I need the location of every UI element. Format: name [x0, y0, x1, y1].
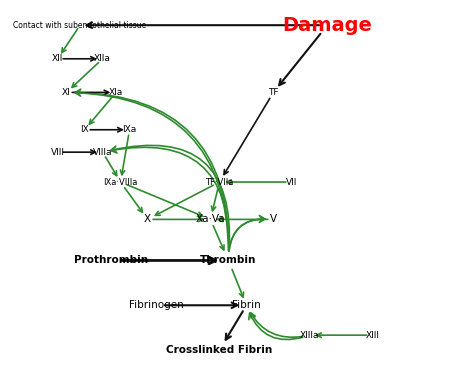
FancyArrowPatch shape — [229, 216, 265, 251]
Text: IX: IX — [80, 125, 89, 134]
Text: IXa: IXa — [122, 125, 137, 134]
Text: TF: TF — [268, 88, 279, 97]
Text: XII: XII — [52, 54, 64, 63]
Text: XIIIa: XIIIa — [300, 330, 319, 340]
Text: XIa: XIa — [109, 88, 123, 97]
Text: Crosslinked Fibrin: Crosslinked Fibrin — [166, 345, 273, 355]
Text: VIIIa: VIIIa — [93, 148, 112, 157]
FancyArrowPatch shape — [111, 146, 229, 251]
Text: Thrombin: Thrombin — [200, 255, 256, 265]
Text: Fibrinogen: Fibrinogen — [129, 300, 184, 310]
Text: X: X — [144, 215, 151, 224]
Text: VIII: VIII — [51, 148, 64, 157]
Text: XIIa: XIIa — [94, 54, 111, 63]
Text: Damage: Damage — [283, 16, 372, 35]
Text: VII: VII — [286, 177, 297, 186]
Text: XI: XI — [62, 88, 71, 97]
Text: TF·VIIa: TF·VIIa — [205, 177, 234, 186]
Text: IXa·VIIIa: IXa·VIIIa — [103, 177, 138, 186]
Text: Xa·Va: Xa·Va — [196, 215, 225, 224]
Text: XIII: XIII — [365, 330, 379, 340]
Text: Fibrin: Fibrin — [232, 300, 261, 310]
Text: V: V — [270, 215, 277, 224]
Text: Contact with subendothelial tissue: Contact with subendothelial tissue — [13, 21, 147, 30]
FancyArrowPatch shape — [75, 89, 228, 251]
FancyArrowPatch shape — [249, 313, 303, 340]
Text: Prothrombin: Prothrombin — [74, 255, 149, 265]
